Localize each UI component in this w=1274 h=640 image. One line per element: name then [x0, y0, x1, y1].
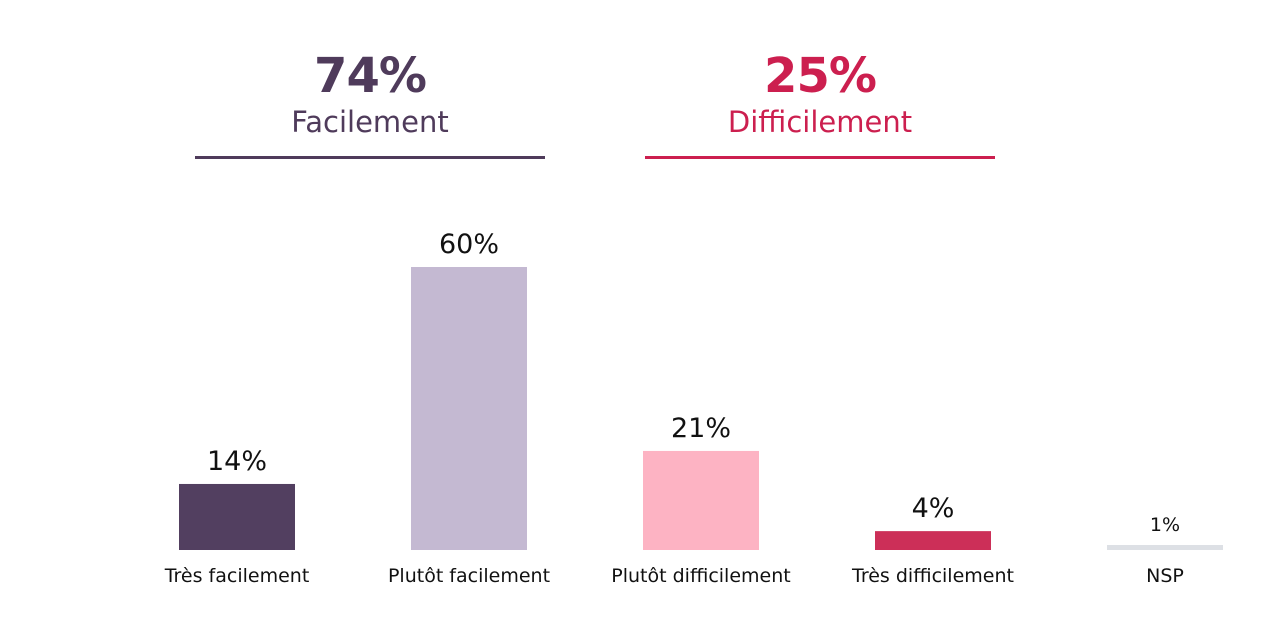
- summary-easy: 74% Facilement: [195, 46, 545, 159]
- summary-hard-underline: [645, 156, 995, 159]
- category-label-3: Très difficilement: [851, 565, 1014, 587]
- value-label-0: 14%: [207, 446, 267, 477]
- bar-3: [875, 531, 991, 550]
- category-label-4: NSP: [1146, 565, 1184, 587]
- value-label-2: 21%: [671, 413, 731, 444]
- value-label-1: 60%: [439, 229, 499, 260]
- value-label-3: 4%: [912, 493, 955, 524]
- bar-0: [179, 483, 295, 550]
- summary-hard-label: Difficilement: [727, 105, 913, 139]
- category-label-0: Très facilement: [164, 565, 310, 587]
- category-label-2: Plutôt difficilement: [611, 565, 790, 587]
- summary-easy-percent: 74%: [314, 48, 427, 104]
- value-label-4: 1%: [1150, 514, 1180, 536]
- bar-4: [1107, 545, 1223, 550]
- summary-hard: 25% Difficilement: [645, 46, 995, 159]
- category-label-1: Plutôt facilement: [388, 565, 550, 587]
- bar-2: [643, 450, 759, 550]
- summary-easy-underline: [195, 156, 545, 159]
- summary-easy-label: Facilement: [291, 105, 449, 139]
- summary-hard-percent: 25%: [764, 48, 877, 104]
- bar-1: [411, 267, 527, 550]
